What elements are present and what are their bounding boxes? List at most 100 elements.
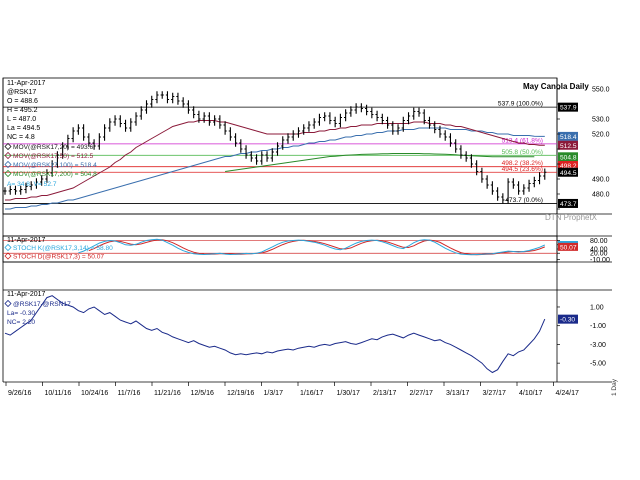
stoch-legend: 11-Apr-2017 STOCH K(@RSK17,3,14) = 58.80… bbox=[4, 237, 113, 261]
stoch-y-tick-label: 80.00 bbox=[590, 238, 608, 245]
ma-legend-item: MOV(@RSK17,20) = 493.6 bbox=[13, 144, 94, 151]
spread-legend-item: @RSK17-@RSN17 bbox=[13, 301, 71, 308]
stoch-y-tick-label: -10.00 bbox=[590, 257, 610, 264]
price-tag-label: 504.8 bbox=[560, 154, 577, 161]
ma-legend-marker bbox=[4, 169, 12, 178]
price-symbol: @RSK17 bbox=[7, 89, 36, 96]
price-fib-levels: 537.9 (100.0%) 513.4 (61.8%) 505.8 (50.0%)… bbox=[3, 101, 557, 204]
chart-title: May Canola Daily bbox=[523, 82, 589, 91]
price-tag-bg bbox=[558, 152, 578, 162]
ohlc-item: NC = 4.8 bbox=[7, 134, 35, 141]
spread-legend: 11-Apr-2017 @RSK17-@RSN17 La= -0.30 NC= 2.… bbox=[4, 291, 71, 326]
price-y-axis: 550.0 530.0 520.0 490.0 480.0 bbox=[557, 87, 610, 210]
ma-legend-item: MOV(@RSK17,50) = 512.5 bbox=[13, 153, 94, 160]
interval-label: 1 Day bbox=[611, 378, 618, 396]
stoch-y-tick-label: 40.00 bbox=[590, 247, 608, 254]
stoch-lines bbox=[78, 238, 545, 256]
price-tag-bg bbox=[558, 140, 578, 150]
stoch-tag-label: 50.07 bbox=[560, 244, 577, 251]
price-y-tick-label: 550.0 bbox=[592, 87, 610, 94]
x-tick-label: 1/30/17 bbox=[337, 390, 360, 397]
ohlc-item: O = 488.6 bbox=[7, 98, 38, 105]
fib-label: 505.8 (50.0%) bbox=[502, 149, 543, 156]
stoch-legend-item: STOCH K(@RSK17,3,14) = 58.80 bbox=[13, 245, 113, 252]
price-tag-bg bbox=[558, 161, 578, 170]
ma100-line bbox=[5, 127, 545, 210]
stoch-tag-bg bbox=[558, 242, 578, 251]
stoch-legend-marker bbox=[4, 252, 12, 260]
x-tick-label: 10/11/16 bbox=[45, 390, 72, 397]
spread-y-tick-label: 1.00 bbox=[590, 304, 604, 311]
x-tick-label: 11/7/16 bbox=[118, 390, 141, 397]
spread-y-axis: 1.00 -1.00 -3.00 -5.00 -0.30 bbox=[557, 304, 606, 368]
x-tick-label: 11/21/16 bbox=[154, 390, 181, 397]
x-tick-label: 3/27/17 bbox=[483, 390, 506, 397]
ma200-line bbox=[225, 153, 535, 172]
spread-tag-label: -0.30 bbox=[560, 317, 575, 324]
price-tag-bg bbox=[558, 131, 578, 141]
fib-label: 498.2 (38.2%) bbox=[502, 160, 543, 167]
x-tick-label: 10/24/16 bbox=[81, 390, 108, 397]
x-tick-label: 4/10/17 bbox=[519, 390, 542, 397]
price-y-tick-label: 490.0 bbox=[592, 177, 610, 184]
spread-tag-bg bbox=[558, 314, 578, 324]
price-date-label: 11-Apr-2017 bbox=[7, 80, 46, 87]
ma-legend-item: MOV(@RSK17,200) = 504.8 bbox=[13, 171, 97, 178]
price-moving-averages bbox=[5, 120, 545, 210]
fib-label: 473.7 (0.0%) bbox=[505, 197, 543, 204]
x-tick-label: 1/3/17 bbox=[264, 390, 284, 397]
x-tick-label: 4/24/17 bbox=[556, 390, 579, 397]
ma-legend-marker bbox=[4, 160, 12, 169]
ma-legend: MOV(@RSK17,20) = 493.6 MOV(@RSK17,50) = 5… bbox=[4, 142, 97, 178]
price-legend: 11-Apr-2017 @RSK17 O = 488.6 H = 495.2 L =… bbox=[4, 80, 97, 188]
watermark: DTN ProphetX bbox=[545, 213, 598, 222]
price-tag-bg bbox=[558, 198, 578, 208]
spread-line bbox=[4, 295, 546, 374]
spread-y-tick-label: -5.00 bbox=[590, 361, 606, 368]
price-bars bbox=[3, 91, 547, 204]
spread-legend-item: La= -0.30 bbox=[7, 310, 35, 317]
spread-legend-item: NC= 2.20 bbox=[7, 319, 35, 326]
price-y-tick-label: 480.0 bbox=[592, 192, 610, 199]
x-tick-label: 12/19/16 bbox=[227, 390, 254, 397]
spread-y-tick-label: -1.00 bbox=[590, 323, 606, 330]
price-tag-label: 498.2 bbox=[560, 163, 577, 170]
price-tag-label: 537.9 bbox=[560, 105, 577, 112]
x-tick-label: 3/13/17 bbox=[446, 390, 469, 397]
price-tag-bg bbox=[558, 167, 578, 177]
x-tick-label: 2/13/17 bbox=[373, 390, 396, 397]
stoch-k-line bbox=[78, 238, 545, 256]
x-axis: 9/26/16 10/11/16 10/24/16 11/7/16 11/21/16 12… bbox=[5, 382, 579, 397]
x-tick-label: 9/26/16 bbox=[8, 390, 31, 397]
x-tick-label: 2/27/17 bbox=[410, 390, 433, 397]
spread-date-label: 11-Apr-2017 bbox=[7, 291, 46, 298]
ohlc-item: La = 494.5 bbox=[7, 125, 40, 132]
price-tag-label: 518.4 bbox=[560, 134, 577, 141]
x-tick-label: 1/16/17 bbox=[300, 390, 323, 397]
fib-label: 537.9 (100.0%) bbox=[498, 101, 543, 108]
spread-legend-marker bbox=[4, 299, 12, 308]
stoch-legend-item: STOCH D(@RSK17,3) = 50.07 bbox=[13, 254, 104, 261]
price-tag-label: 494.5 bbox=[560, 170, 577, 177]
fib-label: 494.5 (23.6%) bbox=[502, 166, 543, 173]
spread-line-path bbox=[4, 295, 546, 374]
ma-legend-item: MOV(@RSK17,100) = 518.4 bbox=[13, 162, 97, 169]
price-tag-label: 473.7 bbox=[560, 201, 577, 208]
price-tag-bg bbox=[558, 102, 578, 112]
price-y-tick-label: 530.0 bbox=[592, 117, 610, 124]
av-text: A= 34.8, V= 52.7 bbox=[7, 181, 57, 188]
stoch-date-label: 11-Apr-2017 bbox=[7, 237, 46, 244]
ma-legend-marker bbox=[4, 151, 12, 160]
price-y-tick-label: 520.0 bbox=[592, 132, 610, 139]
ohlc-item: H = 495.2 bbox=[7, 107, 38, 114]
stoch-legend-marker bbox=[4, 243, 12, 252]
stoch-y-tick-label: 20.00 bbox=[590, 251, 608, 258]
fib-label: 513.4 (61.8%) bbox=[502, 137, 543, 144]
ohlc-item: L = 487.0 bbox=[7, 116, 36, 123]
x-tick-label: 12/5/16 bbox=[191, 390, 214, 397]
ma50-line bbox=[5, 120, 545, 201]
ma-legend-marker bbox=[4, 142, 12, 151]
